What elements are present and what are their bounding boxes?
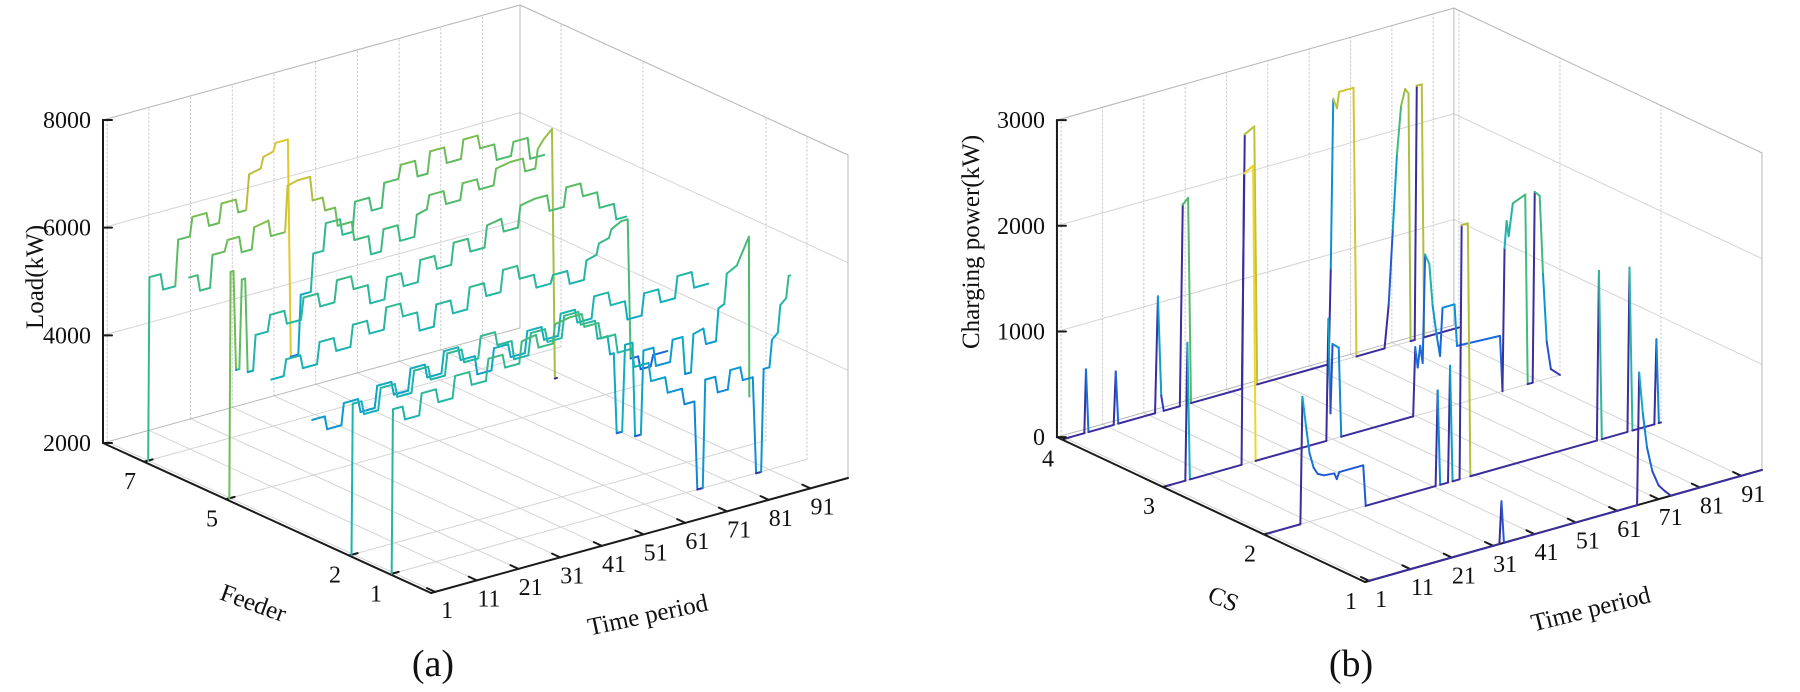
tick-label: 1000 [997, 319, 1045, 345]
tick-label: 91 [810, 494, 834, 520]
tick-label: 41 [1535, 540, 1559, 566]
tick-label: 1 [370, 581, 382, 607]
caption-b: (b) [1328, 643, 1374, 685]
tick-label: 61 [1617, 517, 1641, 543]
caption-a: (a) [411, 643, 455, 685]
tick-label: 11 [1411, 575, 1434, 601]
tick-label: 41 [602, 552, 626, 578]
tick-label: 2 [329, 563, 341, 589]
tick-label: 7 [124, 469, 136, 495]
tick-label: 51 [1576, 528, 1600, 554]
z-axis-label-b: Charging power(kW) [958, 134, 985, 350]
tick-label: 81 [769, 506, 793, 532]
tick-label: 5 [206, 506, 218, 532]
tick-label: 51 [644, 540, 668, 566]
tick-label: 1 [1345, 589, 1357, 615]
axes [102, 119, 849, 594]
series-line [311, 271, 710, 431]
tick-label: 1 [1375, 587, 1387, 613]
grid [102, 4, 849, 593]
tick-label: 61 [685, 529, 709, 555]
tick-label: 1 [441, 598, 453, 624]
series [147, 127, 792, 575]
series-line [1368, 371, 1763, 582]
tick-label: 21 [519, 575, 543, 601]
tick-label: 3 [1143, 494, 1155, 520]
series-line [350, 235, 751, 556]
tick-label: 11 [477, 586, 500, 612]
series-line [147, 134, 546, 462]
series-line [270, 218, 669, 381]
series-line [1267, 222, 1662, 535]
series-line [188, 127, 558, 380]
tick-label: 4000 [43, 323, 91, 349]
z-axis-label-a: Load(kW) [22, 224, 49, 330]
tick-label: 71 [1659, 505, 1683, 531]
tick-label: 31 [560, 563, 584, 589]
tick-label: 91 [1741, 482, 1765, 508]
tick-label: 71 [727, 517, 751, 543]
series-line [390, 274, 792, 575]
tick-label: 21 [1452, 563, 1476, 589]
tick-label: 0 [1033, 425, 1045, 451]
tick-label: 2000 [43, 431, 91, 457]
series-line [228, 182, 628, 500]
series [1065, 83, 1763, 582]
series-line [1065, 83, 1460, 440]
tick-label: 81 [1700, 493, 1724, 519]
tick-label: 4 [1042, 447, 1054, 473]
tick-label: 3000 [997, 108, 1045, 134]
tick-label: 2 [1244, 542, 1256, 568]
tick-label: 31 [1493, 552, 1517, 578]
tick-label: 6000 [43, 216, 91, 242]
tick-label: 8000 [43, 108, 91, 134]
series-line [1166, 164, 1561, 487]
tick-label: 2000 [997, 214, 1045, 240]
